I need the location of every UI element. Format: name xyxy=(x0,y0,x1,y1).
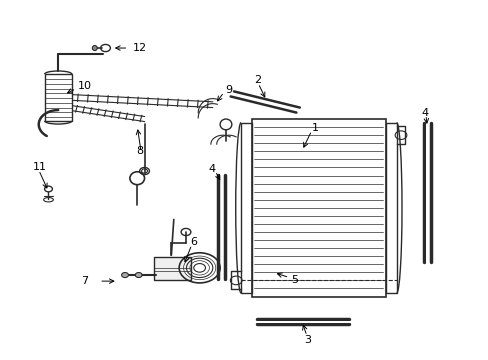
Ellipse shape xyxy=(122,273,128,278)
Text: 12: 12 xyxy=(132,43,146,53)
Ellipse shape xyxy=(135,273,142,278)
Text: 4: 4 xyxy=(208,163,216,174)
Text: 7: 7 xyxy=(81,276,88,286)
Text: 2: 2 xyxy=(254,75,261,85)
Bar xyxy=(251,119,385,297)
Text: 8: 8 xyxy=(136,145,143,156)
Bar xyxy=(241,123,251,293)
Bar xyxy=(385,123,396,293)
Bar xyxy=(44,74,72,121)
Ellipse shape xyxy=(92,45,97,50)
Text: 3: 3 xyxy=(304,334,310,345)
Text: 1: 1 xyxy=(311,123,318,133)
Text: 11: 11 xyxy=(32,162,46,172)
Bar xyxy=(154,257,190,280)
Text: 5: 5 xyxy=(290,275,297,285)
Text: 9: 9 xyxy=(224,85,232,95)
Text: 10: 10 xyxy=(78,81,92,91)
Text: 4: 4 xyxy=(420,108,427,118)
Text: 6: 6 xyxy=(189,237,197,247)
